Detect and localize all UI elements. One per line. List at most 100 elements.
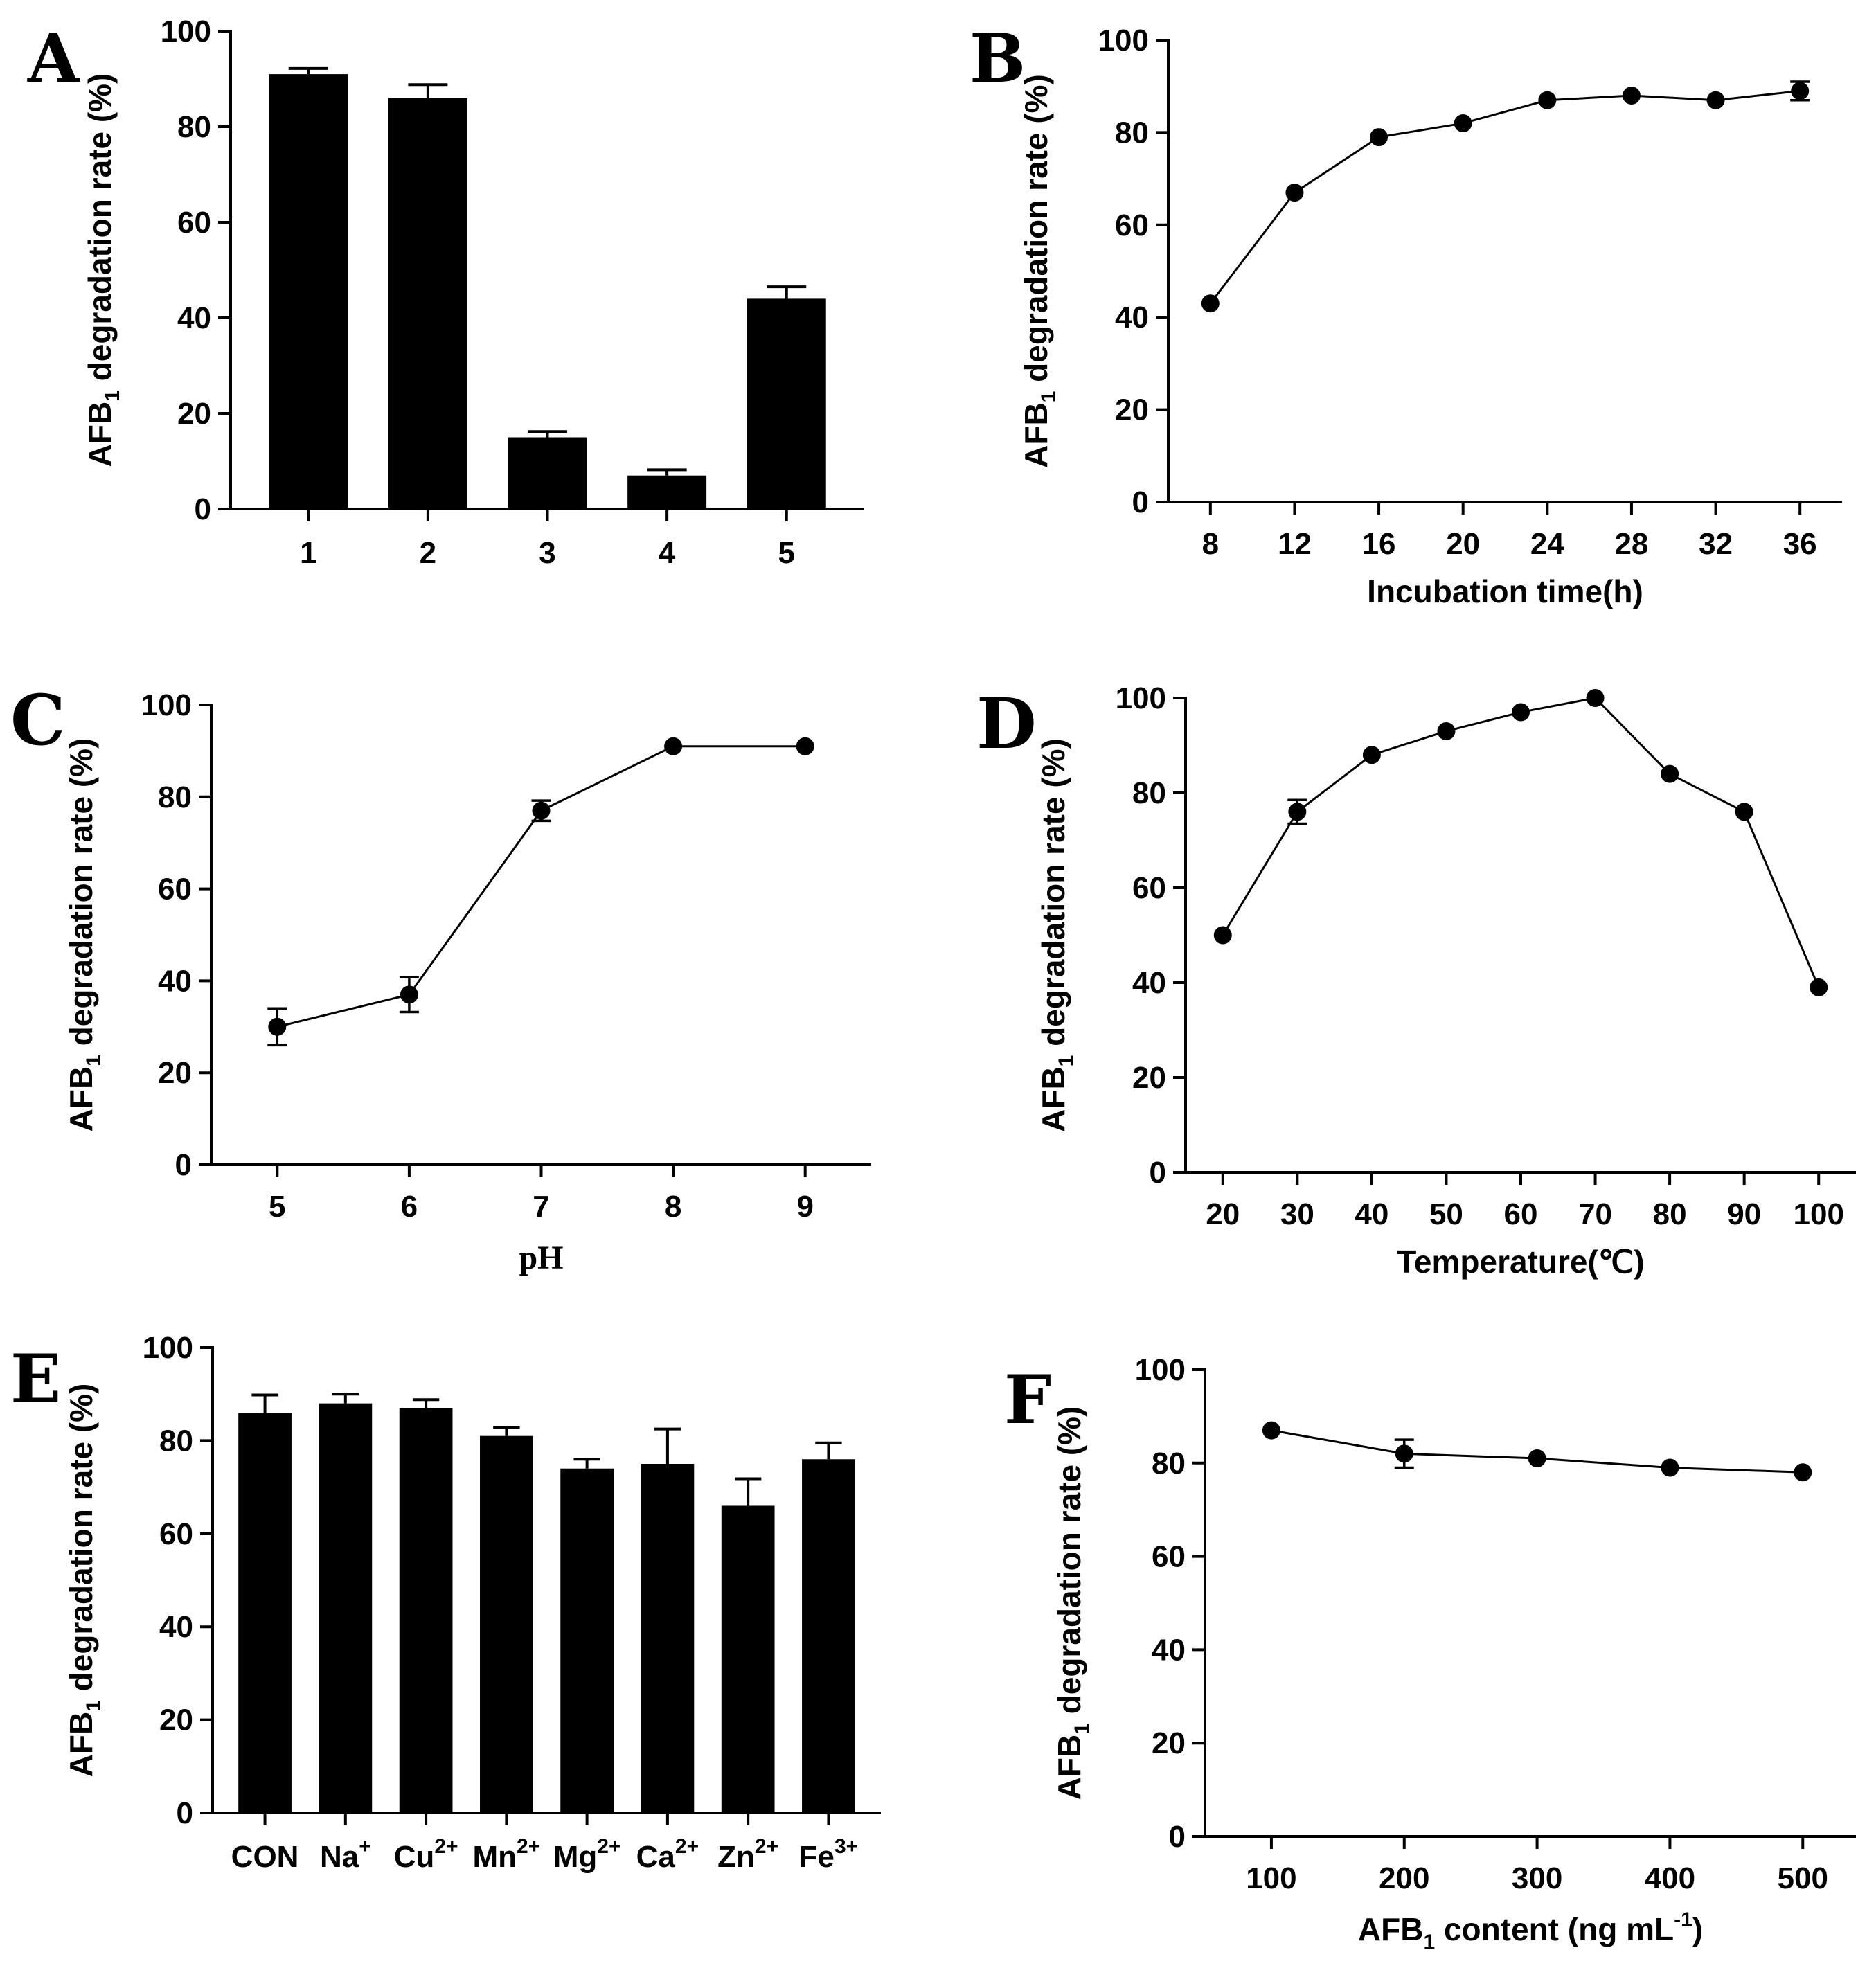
data-point	[1586, 689, 1605, 707]
x-tick-label: 16	[1362, 527, 1396, 561]
panel-letter: A	[27, 19, 80, 98]
y-tick-label: 80	[177, 110, 211, 144]
data-point	[1213, 926, 1232, 945]
panel-letter: B	[970, 19, 1026, 98]
y-tick-label: 20	[158, 1056, 192, 1090]
x-tick-label: 7	[533, 1190, 549, 1224]
bar	[560, 1468, 614, 1813]
x-tick-label: 5	[778, 536, 795, 570]
y-tick-label: 100	[1098, 24, 1149, 57]
y-tick-label: 60	[1152, 1540, 1186, 1574]
x-axis-label: Incubation time(h)	[1367, 573, 1643, 609]
y-tick-label: 100	[141, 688, 192, 722]
x-tick-label: 40	[1355, 1197, 1388, 1231]
y-tick-label: 0	[175, 1148, 192, 1182]
x-tick-label: 20	[1206, 1197, 1240, 1231]
bar	[721, 1505, 775, 1813]
y-tick-label: 100	[161, 15, 211, 48]
data-point	[1528, 1449, 1546, 1468]
data-point	[1262, 1421, 1280, 1440]
data-point	[1437, 722, 1456, 740]
bar	[238, 1413, 292, 1813]
data-point	[268, 1017, 287, 1036]
x-tick-label: 100	[1246, 1861, 1296, 1895]
x-tick-label: 32	[1699, 527, 1733, 561]
x-tick-label: 8	[665, 1190, 681, 1224]
x-tick-label: 100	[1794, 1197, 1844, 1231]
panel-b: B 0 20 40 60 80 100 AFB1 degradation rate (%) 8 1…	[970, 19, 1842, 609]
panel-d: D 0 20 40 60 80 100 AFB1 degradation rate (%) 20…	[976, 681, 1856, 1280]
data-point	[796, 737, 814, 755]
y-tick-label: 40	[158, 964, 192, 998]
x-tick-label: 28	[1614, 527, 1648, 561]
y-tick-label: 40	[1132, 966, 1166, 1000]
x-tick-label: 36	[1783, 527, 1817, 561]
panel-a: A 0 20 40 60 80 100 AFB1 degradation rate (%) 1 2…	[27, 15, 864, 570]
y-tick-label: 60	[159, 1517, 193, 1551]
data-point	[532, 801, 551, 820]
data-point	[1285, 184, 1304, 202]
x-tick-label: 8	[1202, 527, 1219, 561]
bar	[802, 1459, 855, 1813]
x-tick-label: Cu2+	[394, 1835, 458, 1874]
data-point	[1794, 1463, 1812, 1482]
y-tick-label: 40	[177, 301, 211, 335]
data-point	[1395, 1444, 1413, 1463]
y-tick-label: 100	[143, 1331, 193, 1365]
y-tick-label: 0	[1169, 1820, 1186, 1854]
y-axis-label: AFB1 degradation rate (%)	[1018, 74, 1060, 468]
x-tick-label: Na+	[320, 1835, 371, 1874]
y-axis-label: AFB1 degradation rate (%)	[82, 73, 124, 467]
y-axis-label: AFB1 degradation rate (%)	[63, 738, 105, 1132]
data-point	[664, 737, 683, 755]
series-line	[276, 745, 805, 1028]
y-tick-label: 80	[1152, 1447, 1186, 1481]
x-tick-label: 9	[796, 1190, 813, 1224]
y-tick-label: 20	[1132, 1061, 1166, 1095]
data-point	[1791, 82, 1810, 100]
bar	[388, 98, 467, 510]
bar	[627, 475, 707, 509]
x-tick-label: 90	[1727, 1197, 1761, 1231]
x-tick-label: 24	[1530, 527, 1564, 561]
y-axis-label: AFB1 degradation rate (%)	[1051, 1406, 1093, 1800]
x-tick-label: Mg2+	[553, 1835, 621, 1874]
y-tick-label: 20	[1152, 1726, 1186, 1760]
x-tick-label: 4	[659, 536, 676, 570]
data-point	[1201, 294, 1220, 313]
data-point	[400, 985, 418, 1004]
y-tick-label: 60	[177, 206, 211, 240]
y-tick-label: 20	[1115, 393, 1149, 427]
y-axis-label: AFB1 degradation rate (%)	[1035, 738, 1078, 1132]
data-point	[1454, 114, 1472, 133]
y-tick-label: 40	[1115, 301, 1149, 334]
series-line	[1222, 697, 1820, 988]
y-tick-label: 0	[177, 1796, 193, 1830]
x-tick-label: 200	[1379, 1861, 1429, 1895]
series-line	[1209, 89, 1801, 305]
bar	[480, 1435, 533, 1813]
bar	[319, 1403, 373, 1813]
data-point	[1512, 703, 1530, 722]
panel-letter: F	[1004, 1361, 1051, 1439]
x-tick-label: 5	[269, 1190, 285, 1224]
bar	[508, 437, 587, 509]
x-tick-label: 300	[1512, 1861, 1562, 1895]
bar	[747, 298, 826, 509]
y-tick-label: 20	[159, 1703, 193, 1737]
x-axis-label: Temperature(℃)	[1397, 1244, 1645, 1280]
x-tick-label: Zn2+	[717, 1835, 778, 1874]
y-tick-label: 60	[1132, 871, 1166, 905]
x-tick-label: 12	[1278, 527, 1312, 561]
y-tick-label: 0	[1132, 485, 1149, 519]
y-tick-label: 20	[177, 397, 211, 431]
y-tick-label: 40	[1152, 1633, 1186, 1667]
x-tick-label: 2	[420, 536, 436, 570]
panel-letter: C	[10, 679, 66, 761]
y-tick-label: 60	[1115, 208, 1149, 242]
panel-letter: D	[976, 683, 1037, 764]
y-axis-label: AFB1 degradation rate (%)	[63, 1384, 105, 1778]
x-tick-label: 6	[401, 1190, 418, 1224]
data-point	[1622, 87, 1641, 105]
